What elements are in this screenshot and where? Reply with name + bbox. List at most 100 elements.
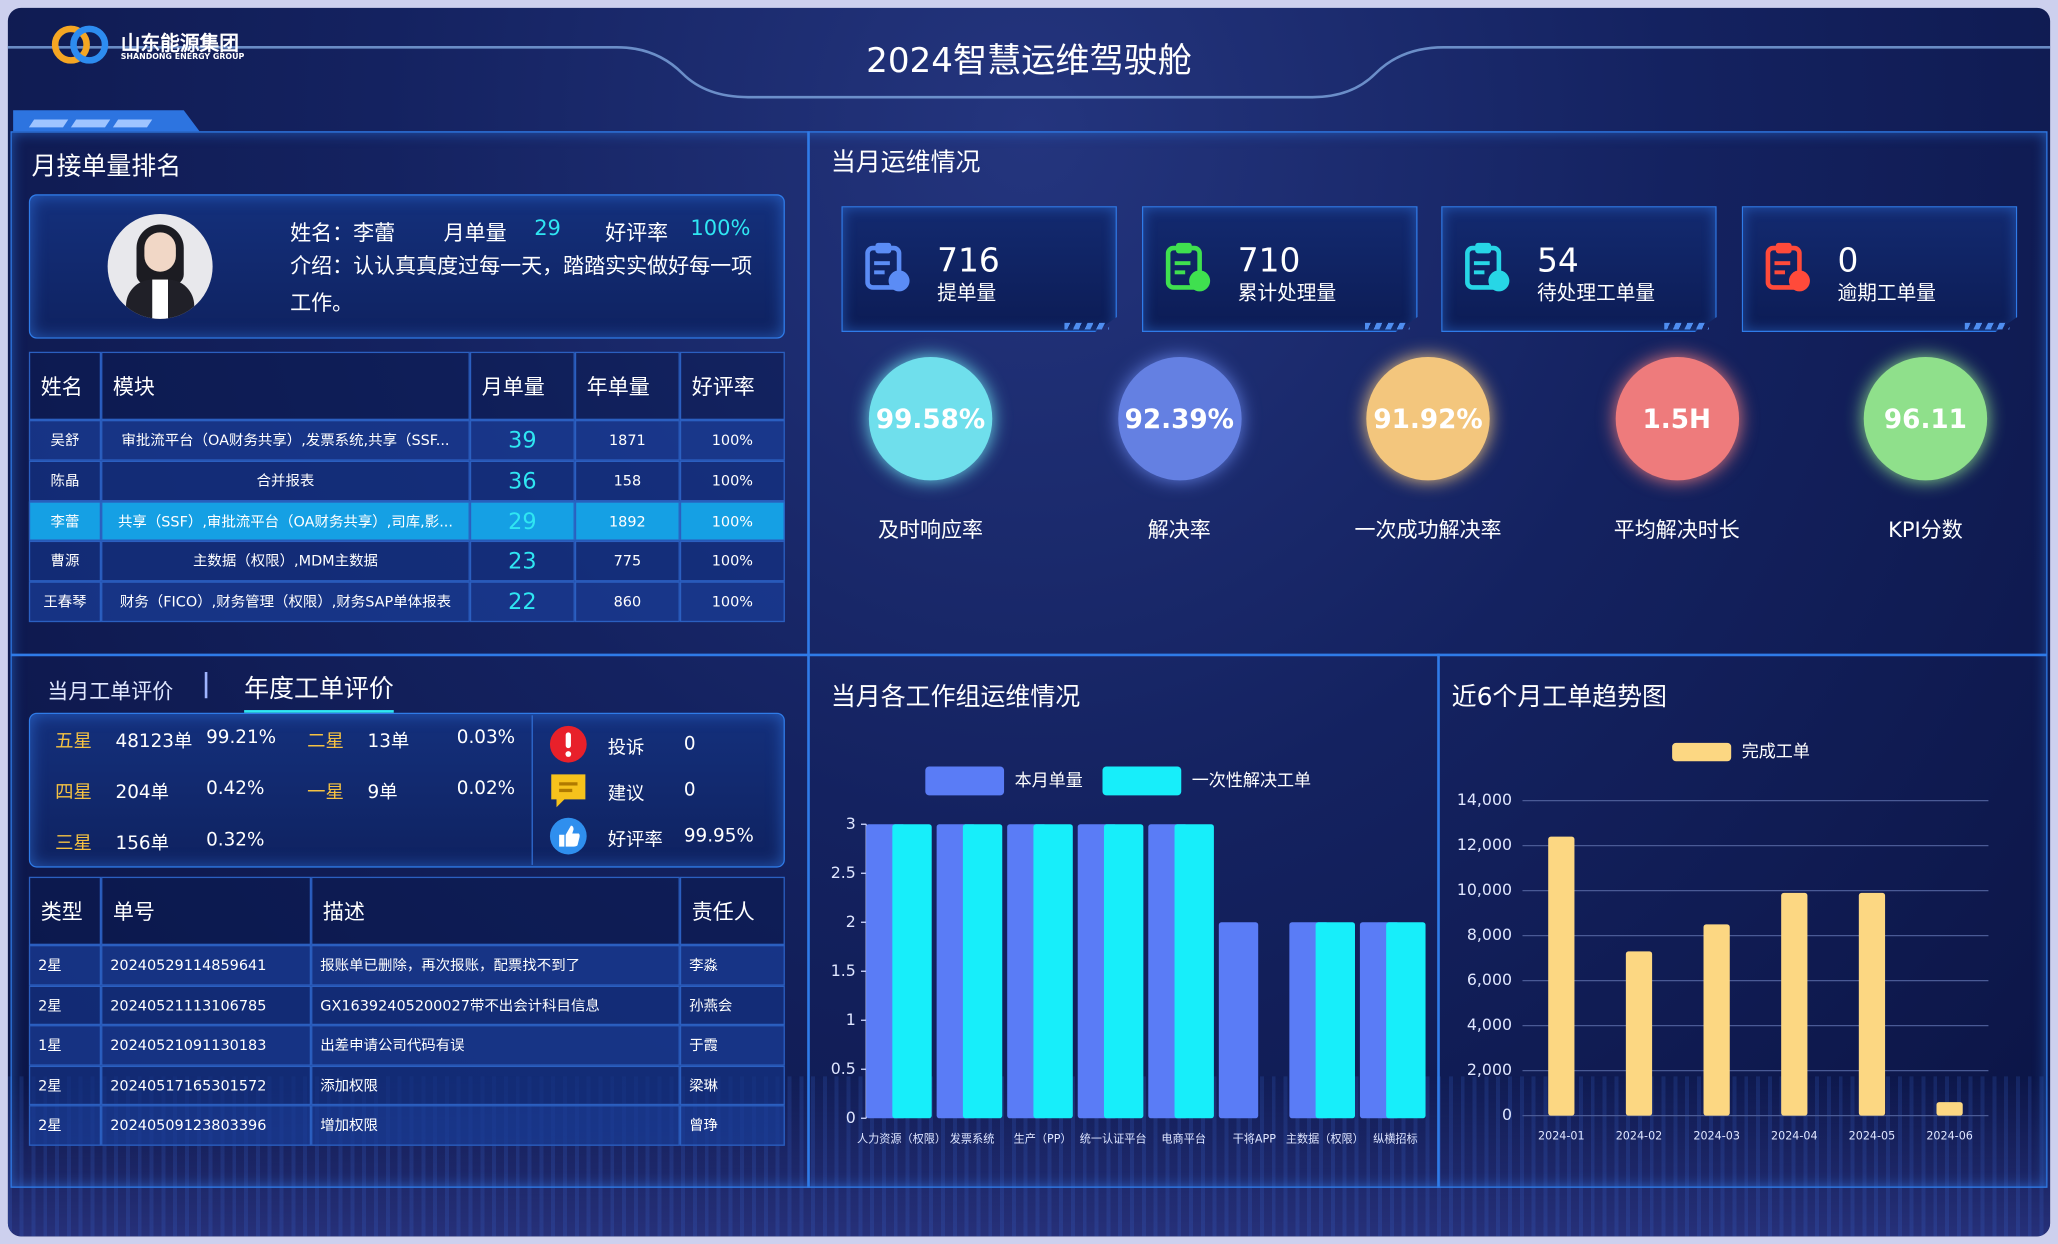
star-count: 13单 xyxy=(367,731,410,753)
bar xyxy=(1936,1102,1963,1116)
table-cell: 梁琳 xyxy=(679,1065,785,1106)
table-cell: 2星 xyxy=(28,1105,102,1146)
label: 姓名： xyxy=(290,220,354,246)
main-frame xyxy=(10,131,2048,1188)
legend-label: 本月单量 xyxy=(1015,771,1083,791)
x-tick-label: 发票系统 xyxy=(950,1131,995,1145)
page-title: 2024智慧运维驾驶舱 xyxy=(866,42,1192,82)
x-tick-label: 2024-01 xyxy=(1538,1130,1585,1143)
x-tick-label: 纵横招标 xyxy=(1373,1131,1418,1145)
table-header: 年单量 xyxy=(574,351,680,420)
star-level: 二星 xyxy=(307,731,344,753)
avatar-face xyxy=(144,232,176,272)
panel-title: 当月运维情况 xyxy=(830,148,981,178)
logo-cn: 山东能源集团 xyxy=(120,31,239,56)
card-stripe xyxy=(1664,322,1709,330)
card-label: 逾期工单量 xyxy=(1837,280,1936,305)
kpi-circle: 92.39% xyxy=(1117,357,1241,481)
table-cell: GX16392405200027带不出会计科目信息 xyxy=(311,985,680,1026)
tab-separator xyxy=(204,672,207,699)
bar xyxy=(1548,836,1575,1116)
table-cell: 孙燕会 xyxy=(679,985,785,1026)
kpi-circle: 99.58% xyxy=(868,357,993,481)
card-stripe xyxy=(1064,322,1110,330)
y-tick-label: 8,000 xyxy=(1467,925,1512,944)
y-tick-label: 4,000 xyxy=(1467,1015,1512,1034)
bar xyxy=(1625,951,1653,1116)
card xyxy=(841,206,1117,333)
feedback-label: 投诉 xyxy=(607,737,645,759)
table-cell: 陈晶 xyxy=(28,460,102,501)
tab[interactable]: 年度工单评价 xyxy=(244,669,394,713)
table-cell: 100% xyxy=(679,460,785,501)
table-cell: 100% xyxy=(679,541,785,582)
table-cell: 李淼 xyxy=(679,945,785,986)
card xyxy=(1441,206,1717,333)
x-tick-label: 人力资源（权限） xyxy=(857,1131,946,1145)
star-pct: 0.32% xyxy=(206,829,265,851)
divider xyxy=(807,131,810,1188)
table-cell: 2星 xyxy=(28,1065,102,1106)
kpi-label: 一次成功解决率 xyxy=(1354,517,1502,543)
profile-name: 李蕾 xyxy=(353,220,396,246)
table-cell: 共享（SSF）,审批流平台（OA财务共享）,司库,影... xyxy=(101,500,470,542)
table-header: 责任人 xyxy=(679,876,785,945)
tab[interactable]: 当月工单评价 xyxy=(47,678,174,704)
table-header: 单号 xyxy=(101,876,312,945)
panel-title: 月接单量排名 xyxy=(31,152,182,182)
feedback-value: 0 xyxy=(683,779,696,801)
card-value: 54 xyxy=(1536,241,1579,280)
table-cell: 20240517165301572 xyxy=(101,1065,312,1106)
table-cell: 曹源 xyxy=(28,541,102,582)
bar xyxy=(1858,892,1886,1116)
bar xyxy=(892,824,932,1119)
feedback-icon xyxy=(549,817,587,855)
star-count: 48123单 xyxy=(115,731,193,753)
table-cell: 20240521091130183 xyxy=(101,1025,312,1066)
x-tick-label: 电商平台 xyxy=(1161,1131,1206,1145)
star-level: 一星 xyxy=(307,782,344,804)
table-cell: 39 xyxy=(469,420,575,461)
bar xyxy=(1174,824,1214,1119)
y-tick-label: 0 xyxy=(1502,1105,1512,1124)
y-tick-label: 1.5 xyxy=(831,961,856,980)
bar xyxy=(1703,924,1730,1116)
header-banner xyxy=(7,25,2051,132)
bar xyxy=(962,824,1003,1119)
table-header: 模块 xyxy=(101,351,470,420)
y-tick-label: 14,000 xyxy=(1457,790,1512,809)
star-count: 9单 xyxy=(367,782,398,804)
intro: 介绍：认认真真度过每一天，踏踏实实做好每一项工作。 xyxy=(290,248,757,322)
x-tick-label: 2024-06 xyxy=(1926,1130,1973,1143)
table-cell: 曾琤 xyxy=(679,1105,785,1146)
card-icon xyxy=(1165,242,1211,292)
feedback-label: 建议 xyxy=(607,783,645,805)
table-cell: 添加权限 xyxy=(311,1065,680,1106)
bar xyxy=(1315,922,1355,1119)
x-tick-label: 2024-05 xyxy=(1849,1130,1896,1143)
table-cell: 22 xyxy=(469,581,575,623)
table-cell: 29 xyxy=(469,500,575,542)
star-pct: 0.42% xyxy=(206,778,265,800)
kpi-circle: 91.92% xyxy=(1366,357,1490,481)
y-tick-label: 0.5 xyxy=(831,1059,856,1078)
table-cell: 1星 xyxy=(28,1025,102,1066)
legend-label: 完成工单 xyxy=(1742,742,1810,762)
y-tick-label: 3 xyxy=(846,814,856,833)
x-tick-label: 生产（PP） xyxy=(1014,1131,1072,1145)
table-cell: 报账单已删除，再次报账，配票找不到了 xyxy=(311,945,680,986)
x-tick-label: 2024-04 xyxy=(1771,1130,1818,1143)
avatar xyxy=(107,213,213,319)
avatar-shirt xyxy=(152,279,168,319)
table-cell: 158 xyxy=(574,460,680,501)
star-level: 三星 xyxy=(55,833,92,855)
star-level: 四星 xyxy=(55,782,92,804)
bar xyxy=(1386,922,1426,1119)
legend-label: 一次性解决工单 xyxy=(1192,771,1311,791)
x-tick-label: 干将APP xyxy=(1233,1132,1277,1145)
table-cell: 23 xyxy=(469,541,575,582)
label: 月单量 xyxy=(443,220,507,246)
table-header: 姓名 xyxy=(28,351,102,420)
